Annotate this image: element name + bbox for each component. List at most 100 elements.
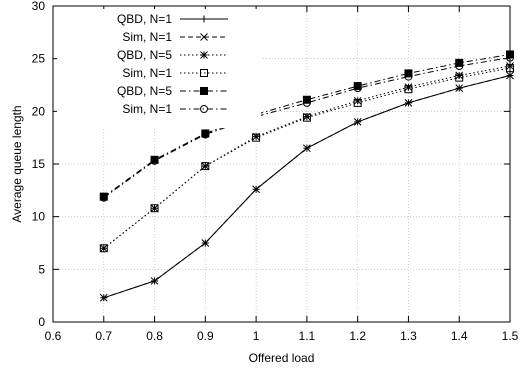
legend-marker: [200, 15, 208, 23]
marker-stroke: [200, 69, 208, 77]
marker-stroke: [201, 130, 210, 139]
marker-stroke: [404, 99, 413, 107]
marker-stroke: [404, 83, 413, 91]
marker-stroke: [150, 277, 159, 285]
marker-stroke: [302, 113, 311, 122]
marker-stroke: [252, 185, 260, 194]
x-axis-label: Offered load: [249, 351, 315, 365]
data-point: [455, 84, 464, 93]
legend-marker: [200, 87, 208, 95]
y-tick-label: 5: [38, 262, 45, 276]
marker-stroke: [201, 162, 210, 171]
legend-marker: [200, 105, 208, 113]
marker-stroke: [150, 156, 159, 165]
data-point: [252, 185, 260, 194]
data-point: [404, 83, 413, 91]
marker-stroke: [353, 96, 362, 105]
series-2: [99, 71, 514, 302]
data-point: [302, 113, 311, 122]
marker-stroke: [201, 239, 210, 247]
series-line: [103, 65, 511, 249]
data-point: [201, 162, 210, 171]
x-tick-label: 1.2: [349, 329, 366, 343]
legend-label: Sim, N=1: [122, 66, 172, 80]
legend: QBD, N=1 Sim, N=1 QBD, N=5 Sim, N=1 QBD, N=5…: [57, 9, 261, 128]
marker-stroke: [404, 72, 413, 81]
data-point: [201, 130, 210, 139]
data-point: [353, 118, 362, 126]
x-tick-label: 0.6: [45, 329, 62, 343]
data-point: [150, 204, 159, 213]
y-tick-label: 10: [32, 210, 46, 224]
marker-stroke: [201, 162, 210, 170]
series-line: [103, 54, 511, 198]
data-point: [252, 133, 261, 142]
grid: [53, 6, 510, 322]
marker-stroke: [302, 98, 311, 107]
legend-label: QBD, N=1: [117, 12, 172, 26]
legend-background: [57, 9, 261, 128]
marker-stroke: [303, 144, 311, 153]
legend-label: Sim, N=1: [122, 102, 172, 116]
x-tick-label: 1.3: [400, 329, 417, 343]
x-tick-label: 1: [253, 329, 260, 343]
marker-stroke: [252, 133, 261, 142]
x-tick-label: 0.8: [146, 329, 163, 343]
marker-stroke: [99, 293, 108, 302]
marker-stroke: [200, 51, 208, 59]
data-point: [201, 239, 210, 247]
legend-label: QBD, N=5: [117, 84, 172, 98]
x-tick-label: 1.5: [502, 329, 519, 343]
data-point: [99, 244, 108, 253]
x-tick-label: 0.9: [197, 329, 214, 343]
marker-stroke: [353, 98, 362, 107]
data-point: [404, 99, 413, 107]
data-point: [150, 156, 159, 165]
marker-stroke: [200, 87, 208, 95]
data-point: [303, 144, 311, 153]
data-point: [99, 293, 108, 302]
data-point: [201, 162, 210, 170]
data-point: [353, 84, 362, 93]
legend-item: Sim, N=1: [122, 66, 228, 80]
marker-stroke: [200, 105, 208, 113]
legend-marker: [200, 69, 208, 77]
marker-stroke: [455, 62, 464, 71]
data-point: [455, 73, 464, 82]
marker-stroke: [404, 85, 413, 94]
y-tick-label: 15: [32, 157, 46, 171]
x-tick-label: 1.1: [299, 329, 316, 343]
data-point: [404, 85, 413, 94]
legend-marker: [200, 33, 208, 41]
marker-stroke: [99, 193, 108, 202]
y-tick-label: 20: [32, 104, 46, 118]
legend-label: QBD, N=5: [117, 48, 172, 62]
data-point: [302, 98, 311, 107]
data-point: [353, 98, 362, 107]
y-tick-label: 0: [38, 315, 45, 329]
y-tick-label: 25: [32, 52, 46, 66]
legend-item: Sim, N=1: [122, 102, 228, 116]
marker-stroke: [455, 71, 464, 80]
marker-stroke: [455, 84, 464, 93]
legend-marker: [200, 51, 208, 59]
marker-stroke: [353, 118, 362, 126]
legend-item: QBD, N=5: [117, 84, 228, 98]
marker-stroke: [150, 204, 159, 213]
marker-stroke: [353, 84, 362, 93]
legend-label: Sim, N=1: [122, 30, 172, 44]
data-point: [150, 277, 159, 285]
data-point: [99, 193, 108, 202]
marker-stroke: [200, 33, 208, 41]
data-point: [404, 72, 413, 81]
series-line: [103, 57, 511, 199]
data-point: [455, 62, 464, 71]
y-axis-label: Average queue length: [10, 105, 24, 222]
marker-stroke: [353, 82, 362, 91]
x-tick-label: 1.4: [451, 329, 468, 343]
legend-item: QBD, N=1: [117, 12, 228, 26]
y-tick-label: 30: [32, 0, 46, 13]
x-tick-label: 0.7: [95, 329, 112, 343]
marker-stroke: [99, 244, 108, 253]
